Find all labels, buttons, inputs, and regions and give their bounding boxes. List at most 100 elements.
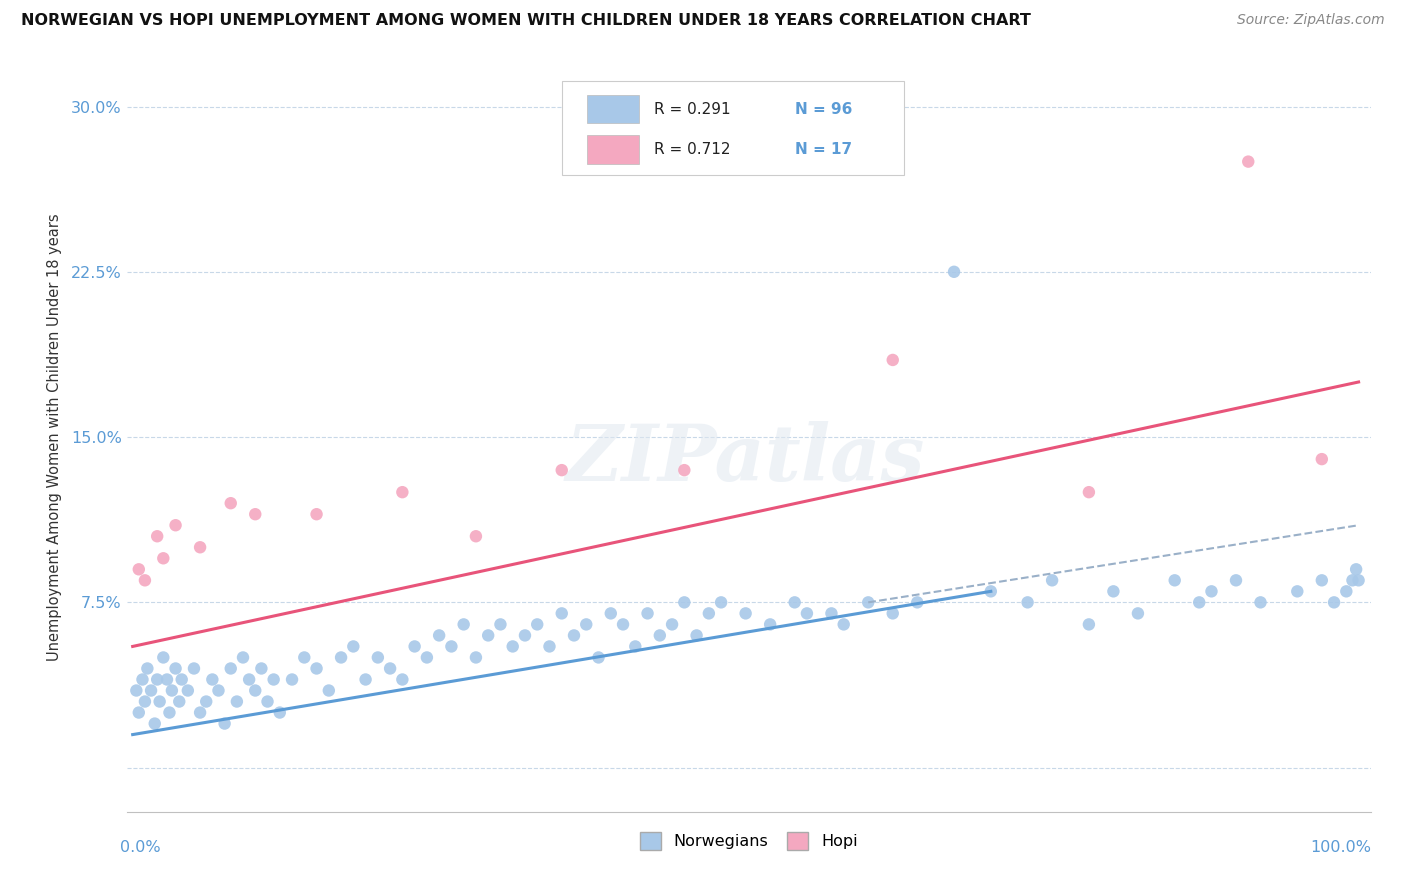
Point — [1163, 574, 1185, 588]
Point — [1201, 584, 1223, 599]
Y-axis label: Unemployment Among Women with Children Under 18 years: Unemployment Among Women with Children U… — [48, 213, 62, 661]
Point — [858, 595, 880, 609]
Text: R = 0.712: R = 0.712 — [654, 142, 731, 157]
Point — [159, 706, 181, 720]
Point — [637, 607, 659, 621]
Point — [131, 673, 153, 687]
Point — [391, 485, 413, 500]
Point — [882, 353, 904, 368]
Point — [1336, 584, 1358, 599]
Point — [464, 529, 486, 543]
Text: N = 96: N = 96 — [794, 102, 852, 117]
Point — [219, 661, 242, 675]
Point — [612, 617, 634, 632]
Point — [783, 595, 806, 609]
Point — [440, 640, 463, 654]
Point — [427, 628, 450, 642]
Point — [796, 607, 818, 621]
Point — [201, 673, 224, 687]
Point — [710, 595, 733, 609]
Point — [214, 716, 236, 731]
Point — [832, 617, 855, 632]
Point — [195, 694, 218, 708]
Point — [238, 673, 260, 687]
FancyBboxPatch shape — [586, 95, 640, 123]
Point — [188, 706, 211, 720]
Point — [245, 507, 267, 521]
Point — [820, 607, 842, 621]
Point — [232, 650, 254, 665]
Point — [134, 574, 156, 588]
Point — [245, 683, 267, 698]
Point — [551, 607, 574, 621]
Point — [905, 595, 928, 609]
Point — [188, 541, 211, 555]
Point — [134, 694, 156, 708]
Point — [177, 683, 200, 698]
Point — [1347, 574, 1369, 588]
Point — [1346, 562, 1368, 576]
Point — [1225, 574, 1247, 588]
FancyBboxPatch shape — [586, 136, 640, 164]
Point — [128, 562, 150, 576]
Point — [588, 650, 610, 665]
Point — [318, 683, 340, 698]
Point — [136, 661, 159, 675]
Point — [342, 640, 364, 654]
Point — [648, 628, 671, 642]
Point — [502, 640, 524, 654]
Point — [980, 584, 1002, 599]
Point — [378, 661, 401, 675]
Point — [453, 617, 475, 632]
Point — [391, 673, 413, 687]
Point — [624, 640, 647, 654]
Point — [526, 617, 548, 632]
Point — [1286, 584, 1309, 599]
Point — [416, 650, 439, 665]
Point — [152, 650, 174, 665]
Point — [599, 607, 621, 621]
Point — [1017, 595, 1039, 609]
Point — [1341, 574, 1364, 588]
Point — [367, 650, 389, 665]
Point — [165, 518, 187, 533]
Point — [562, 628, 585, 642]
Point — [1077, 617, 1099, 632]
Text: ZIPatlas: ZIPatlas — [567, 421, 925, 498]
Point — [1323, 595, 1346, 609]
Point — [263, 673, 285, 687]
Text: R = 0.291: R = 0.291 — [654, 102, 731, 117]
Point — [1188, 595, 1211, 609]
Point — [1310, 574, 1333, 588]
Point — [673, 463, 696, 477]
Point — [734, 607, 756, 621]
Point — [575, 617, 598, 632]
Legend: Norwegians, Hopi: Norwegians, Hopi — [634, 826, 863, 856]
Point — [477, 628, 499, 642]
Point — [489, 617, 512, 632]
Point — [146, 673, 169, 687]
FancyBboxPatch shape — [562, 81, 904, 175]
Point — [292, 650, 315, 665]
Point — [697, 607, 720, 621]
Text: 0.0%: 0.0% — [120, 840, 160, 855]
Point — [661, 617, 683, 632]
Point — [219, 496, 242, 510]
Point — [152, 551, 174, 566]
Point — [330, 650, 353, 665]
Point — [167, 694, 190, 708]
Point — [125, 683, 148, 698]
Point — [1237, 154, 1260, 169]
Point — [207, 683, 229, 698]
Point — [1310, 452, 1333, 467]
Point — [156, 673, 179, 687]
Point — [1250, 595, 1272, 609]
Point — [1040, 574, 1063, 588]
Point — [354, 673, 377, 687]
Point — [305, 507, 328, 521]
Point — [1077, 485, 1099, 500]
Text: NORWEGIAN VS HOPI UNEMPLOYMENT AMONG WOMEN WITH CHILDREN UNDER 18 YEARS CORRELAT: NORWEGIAN VS HOPI UNEMPLOYMENT AMONG WOM… — [21, 13, 1031, 29]
Point — [685, 628, 707, 642]
Point — [225, 694, 247, 708]
Point — [513, 628, 536, 642]
